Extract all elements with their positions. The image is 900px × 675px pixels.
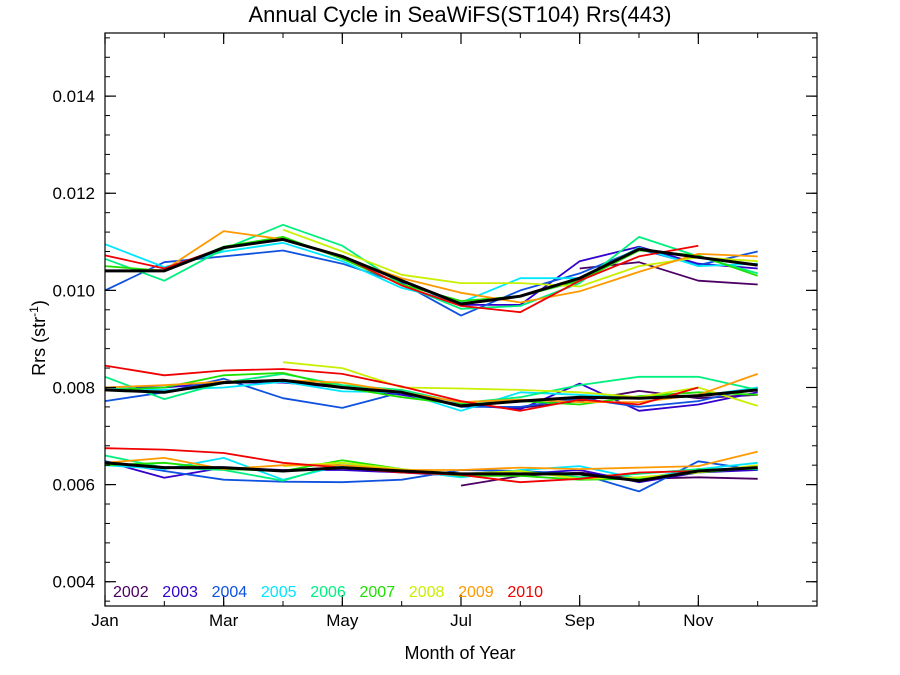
legend-entry-2003: 2003 xyxy=(162,584,198,601)
y-tick-label: 0.006 xyxy=(52,476,95,495)
x-axis-label: Month of Year xyxy=(404,643,515,663)
series-layer xyxy=(104,223,758,493)
x-tick-label: Jan xyxy=(91,611,118,630)
y-axis-label-superscript: -1 xyxy=(27,306,41,317)
axes-layer: 0.004 0.006 0.008 0.010 0.012 0.014 Jan Mar May J… xyxy=(52,32,818,630)
series-line-2003-band-1 xyxy=(461,245,758,306)
y-tick-label: 0.004 xyxy=(52,573,95,592)
legend-entry-2010: 2010 xyxy=(507,584,543,601)
y-axis-label: Rrs (str-1) xyxy=(27,300,49,376)
plot-frame xyxy=(104,32,818,607)
y-axis-label-close: ) xyxy=(29,300,49,306)
y-tick-label: 0.014 xyxy=(52,87,95,106)
legend-entry-2006: 2006 xyxy=(310,584,346,601)
series-line-2004-band-3 xyxy=(104,460,758,493)
chart-title: Annual Cycle in SeaWiFS(ST104) Rrs(443) xyxy=(248,2,671,27)
series-line-2010-band-2 xyxy=(104,364,699,412)
series-line-2004-band-1 xyxy=(104,248,758,317)
x-tick-label: Mar xyxy=(209,611,239,630)
x-tick-label: Sep xyxy=(565,611,595,630)
mean-line-band-2 xyxy=(104,378,758,408)
mean-line-band-1 xyxy=(105,237,758,306)
x-tick-label: Jul xyxy=(450,611,472,630)
y-tick-label: 0.008 xyxy=(52,378,95,397)
legend: 2002 2003 2004 2005 2006 2007 2008 2009 2010 xyxy=(113,584,543,601)
x-tick-label: May xyxy=(326,611,359,630)
y-tick-label: 0.012 xyxy=(52,184,95,203)
legend-entry-2007: 2007 xyxy=(360,584,396,601)
legend-entry-2004: 2004 xyxy=(212,584,248,601)
mean-line-band-3 xyxy=(104,461,758,483)
legend-entry-2008: 2008 xyxy=(409,584,445,601)
series-line-2008-band-2 xyxy=(282,361,758,407)
y-tick-label: 0.010 xyxy=(52,281,95,300)
legend-entry-2002: 2002 xyxy=(113,584,149,601)
legend-entry-2005: 2005 xyxy=(261,584,297,601)
y-axis-label-main: Rrs (str xyxy=(29,317,49,376)
x-tick-label: Nov xyxy=(683,611,714,630)
series-line-2009-band-1 xyxy=(104,230,758,304)
legend-entry-2009: 2009 xyxy=(458,584,494,601)
